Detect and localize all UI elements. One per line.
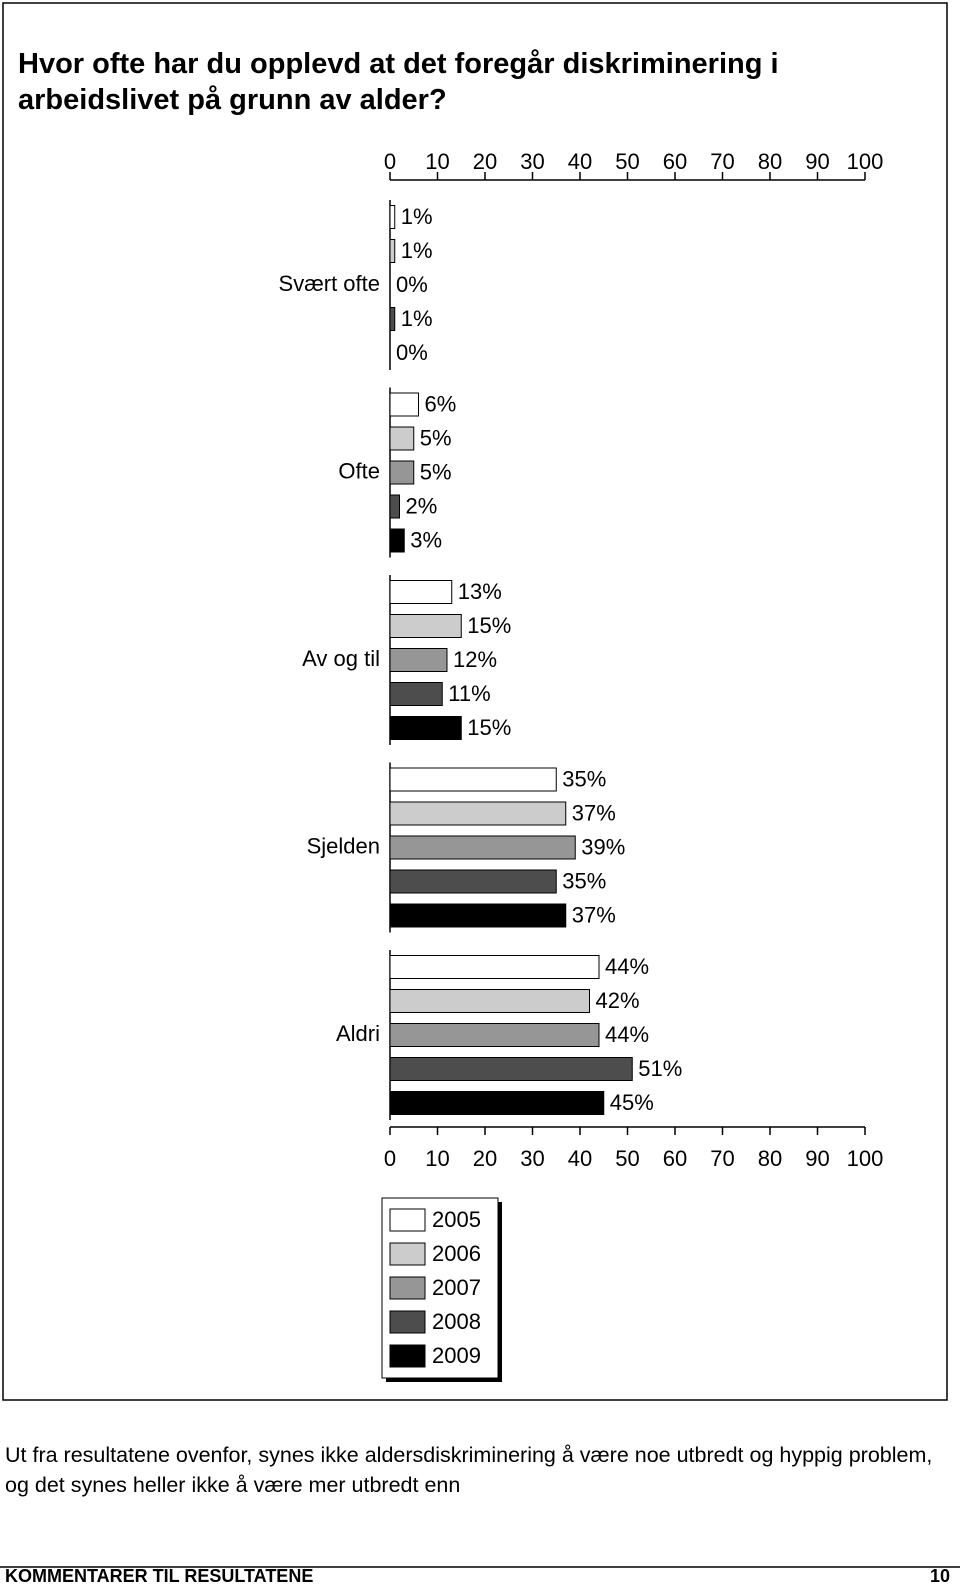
- x-tick-label: 70: [710, 149, 734, 174]
- body-text: Ut fra resultatene ovenfor, synes ikke a…: [5, 1443, 933, 1497]
- bar: [389, 494, 400, 519]
- x-tick-label: 60: [663, 149, 687, 174]
- legend-swatch: [389, 1310, 426, 1334]
- value-label: 2%: [406, 493, 438, 518]
- legend-swatch: [389, 1276, 426, 1300]
- value-label: 3%: [410, 527, 442, 552]
- legend-swatch: [389, 1242, 426, 1266]
- bar: [389, 801, 567, 826]
- x-tick-label: 20: [473, 1146, 497, 1171]
- bar: [389, 989, 590, 1013]
- bar: [389, 1057, 633, 1081]
- bar: [389, 903, 567, 928]
- value-label: 15%: [467, 715, 511, 740]
- x-tick-label: 10: [425, 149, 449, 174]
- bar: [389, 835, 576, 860]
- value-label: 11%: [448, 681, 490, 706]
- x-tick-label: 0: [384, 1146, 396, 1171]
- legend-label: 2009: [432, 1343, 481, 1368]
- bar: [389, 460, 415, 485]
- x-tick-label: 40: [568, 149, 592, 174]
- legend-swatch: [389, 1208, 426, 1232]
- bar: [389, 614, 462, 638]
- y-tick-label: Sjelden: [307, 833, 380, 858]
- legend-label: 2005: [432, 1207, 481, 1232]
- value-label: 5%: [420, 459, 452, 484]
- x-tick-label: 90: [805, 149, 829, 174]
- bar: [389, 426, 415, 451]
- bar: [389, 1023, 600, 1047]
- x-tick-label: 30: [520, 1146, 544, 1171]
- value-label: 0%: [396, 272, 428, 297]
- bar: [389, 716, 462, 740]
- legend-label: 2006: [432, 1241, 481, 1266]
- x-tick-label: 50: [615, 1146, 639, 1171]
- value-label: 37%: [572, 902, 616, 927]
- bar: [389, 392, 419, 417]
- bar: [389, 869, 557, 894]
- x-tick-label: 80: [758, 1146, 782, 1171]
- value-label: 0%: [396, 340, 428, 365]
- legend-label: 2008: [432, 1309, 481, 1334]
- value-label: 35%: [562, 868, 606, 893]
- x-tick-label: 20: [473, 149, 497, 174]
- x-tick-label: 50: [615, 149, 639, 174]
- x-tick-label: 90: [805, 1146, 829, 1171]
- footer-section: KOMMENTARER TIL RESULTATENE: [5, 1566, 314, 1586]
- x-tick-label: 30: [520, 149, 544, 174]
- value-label: 37%: [572, 800, 616, 825]
- x-tick-label: 80: [758, 149, 782, 174]
- x-tick-label: 60: [663, 1146, 687, 1171]
- bar: [389, 239, 396, 263]
- y-tick-label: Av og til: [302, 646, 380, 671]
- page-number: 10: [929, 1566, 950, 1586]
- value-label: 44%: [605, 954, 649, 979]
- bar: [389, 1091, 605, 1115]
- value-label: 45%: [610, 1090, 654, 1115]
- bar: [389, 955, 600, 979]
- x-tick-label: 10: [425, 1146, 449, 1171]
- legend-swatch: [389, 1344, 426, 1368]
- x-tick-label: 70: [710, 1146, 734, 1171]
- y-tick-label: Svært ofte: [279, 271, 380, 296]
- value-label: 1%: [401, 204, 433, 229]
- x-tick-label: 0: [384, 149, 396, 174]
- value-label: 13%: [458, 579, 502, 604]
- y-tick-label: Aldri: [336, 1021, 380, 1046]
- value-label: 44%: [605, 1022, 649, 1047]
- chart-frame: [2, 2, 948, 1401]
- bar: [389, 682, 443, 706]
- bar: [389, 205, 396, 229]
- legend-label: 2007: [432, 1275, 481, 1300]
- bar: [389, 528, 405, 553]
- value-label: 1%: [401, 238, 433, 263]
- x-tick-label: 100: [847, 1146, 884, 1171]
- value-label: 1%: [401, 306, 433, 331]
- bar: [389, 767, 557, 792]
- value-label: 51%: [638, 1056, 682, 1081]
- bar: [389, 307, 396, 331]
- value-label: 12%: [453, 647, 497, 672]
- x-tick-label: 40: [568, 1146, 592, 1171]
- x-tick-label: 100: [847, 149, 884, 174]
- value-label: 35%: [562, 766, 606, 791]
- value-label: 15%: [467, 613, 511, 638]
- value-label: 42%: [596, 988, 640, 1013]
- value-label: 5%: [420, 425, 452, 450]
- bar: [389, 648, 448, 672]
- value-label: 39%: [581, 834, 625, 859]
- value-label: 6%: [425, 391, 457, 416]
- chart-title: Hvor ofte har du opplevd at det foregår …: [18, 48, 779, 116]
- bar: [389, 580, 453, 604]
- y-tick-label: Ofte: [338, 458, 380, 483]
